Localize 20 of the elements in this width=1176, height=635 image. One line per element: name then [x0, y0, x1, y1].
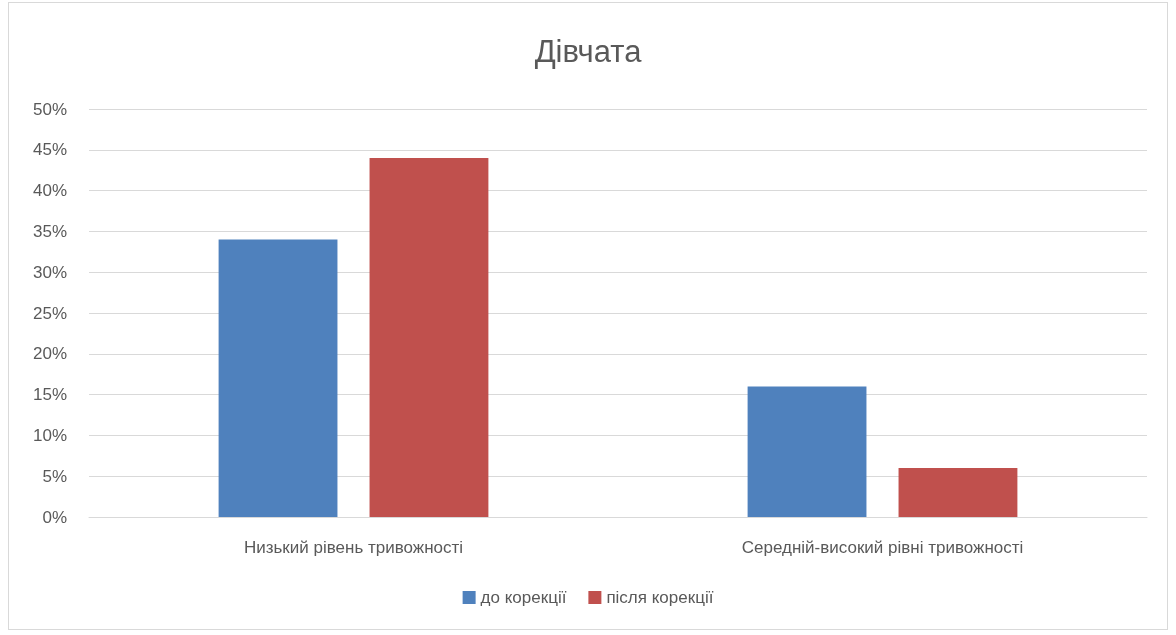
y-tick-label: 20%	[32, 344, 67, 364]
y-tick-label: 45%	[32, 140, 67, 160]
legend-label: до корекції	[480, 588, 567, 607]
y-tick-label: 15%	[32, 385, 67, 405]
y-tick-label: 5%	[42, 466, 67, 486]
bar	[747, 386, 867, 517]
bar	[218, 239, 338, 517]
y-tick-label: 35%	[32, 221, 67, 241]
y-tick-label: 40%	[32, 181, 67, 201]
bar	[898, 468, 1018, 517]
x-tick-label: Середній-високий рівні тривожності	[741, 538, 1024, 557]
legend-label: після корекції	[606, 588, 714, 607]
chart-title: Дівчата	[534, 34, 643, 69]
x-tick-label: Низький рівень тривожності	[243, 538, 464, 557]
y-tick-label: 10%	[32, 425, 67, 445]
y-tick-label: 50%	[32, 99, 67, 119]
y-tick-label: 30%	[32, 262, 67, 282]
y-tick-label: 0%	[42, 507, 67, 527]
bar	[369, 157, 489, 517]
y-tick-label: 25%	[32, 303, 67, 323]
